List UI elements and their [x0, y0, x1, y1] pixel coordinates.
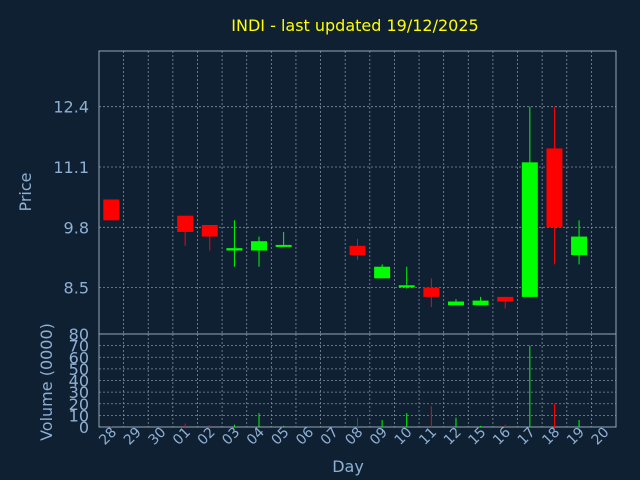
volume-tick-label: 40 — [69, 372, 89, 391]
candle-body — [374, 266, 391, 279]
day-axis-label: Day — [332, 457, 364, 476]
candle-body — [103, 199, 120, 221]
candle-body — [447, 301, 464, 306]
candle-body — [546, 148, 563, 228]
day-tick-label: 16 — [490, 424, 514, 448]
day-tick-label: 07 — [318, 425, 342, 449]
volume-tick-label: 30 — [69, 383, 89, 402]
candle-body — [423, 287, 440, 297]
candle-body — [497, 296, 514, 302]
day-tick-label: 15 — [466, 425, 490, 449]
day-tick-label: 10 — [392, 425, 416, 449]
day-tick-label: 20 — [589, 425, 613, 449]
candle-body — [398, 285, 415, 288]
day-tick-label: 12 — [441, 425, 465, 449]
price-tick-label: 8.5 — [64, 279, 89, 298]
candle-body — [472, 300, 489, 306]
day-tick-label: 28 — [96, 425, 120, 449]
price-tick-label: 11.1 — [53, 158, 89, 177]
candle-body — [201, 224, 218, 237]
price-tick-label: 12.4 — [53, 98, 89, 117]
day-tick-label: 09 — [367, 425, 391, 449]
candle-body — [177, 215, 194, 232]
day-tick-label: 17 — [515, 425, 539, 449]
price-frame — [98, 50, 617, 335]
day-tick-label: 03 — [219, 425, 243, 449]
volume-tick-label: 0 — [79, 418, 89, 437]
day-tick-label: 01 — [170, 425, 194, 449]
day-tick-label: 29 — [121, 425, 145, 449]
candle-body — [349, 245, 366, 256]
volume-axis-label: Volume (0000) — [37, 323, 56, 441]
day-tick-label: 11 — [416, 425, 440, 449]
candle-body — [571, 236, 588, 256]
day-tick-label: 30 — [145, 425, 169, 449]
candle-body — [521, 162, 538, 297]
volume-tick-label: 20 — [69, 395, 89, 414]
day-tick-label: 08 — [342, 425, 366, 449]
candle-body — [251, 241, 268, 251]
price-tick-label: 9.8 — [64, 218, 89, 237]
day-tick-label: 02 — [195, 425, 219, 449]
volume-tick-label: 70 — [69, 337, 89, 356]
candle-body — [275, 244, 292, 247]
day-tick-label: 04 — [244, 424, 268, 448]
day-tick-label: 19 — [564, 425, 588, 449]
day-tick-label: 05 — [269, 425, 293, 449]
chart-title: INDI - last updated 19/12/2025 — [231, 16, 478, 35]
price-axis-label: Price — [16, 172, 35, 211]
volume-tick-label: 50 — [69, 360, 89, 379]
candle-body — [226, 248, 243, 251]
day-tick-label: 18 — [539, 425, 563, 449]
volume-tick-label: 80 — [69, 325, 89, 344]
volume-tick-label: 60 — [69, 348, 89, 367]
volume-tick-label: 10 — [69, 406, 89, 425]
day-tick-label: 06 — [293, 424, 317, 448]
price-panel: 8.5 9.8 11.1 12.4 — [53, 50, 617, 335]
